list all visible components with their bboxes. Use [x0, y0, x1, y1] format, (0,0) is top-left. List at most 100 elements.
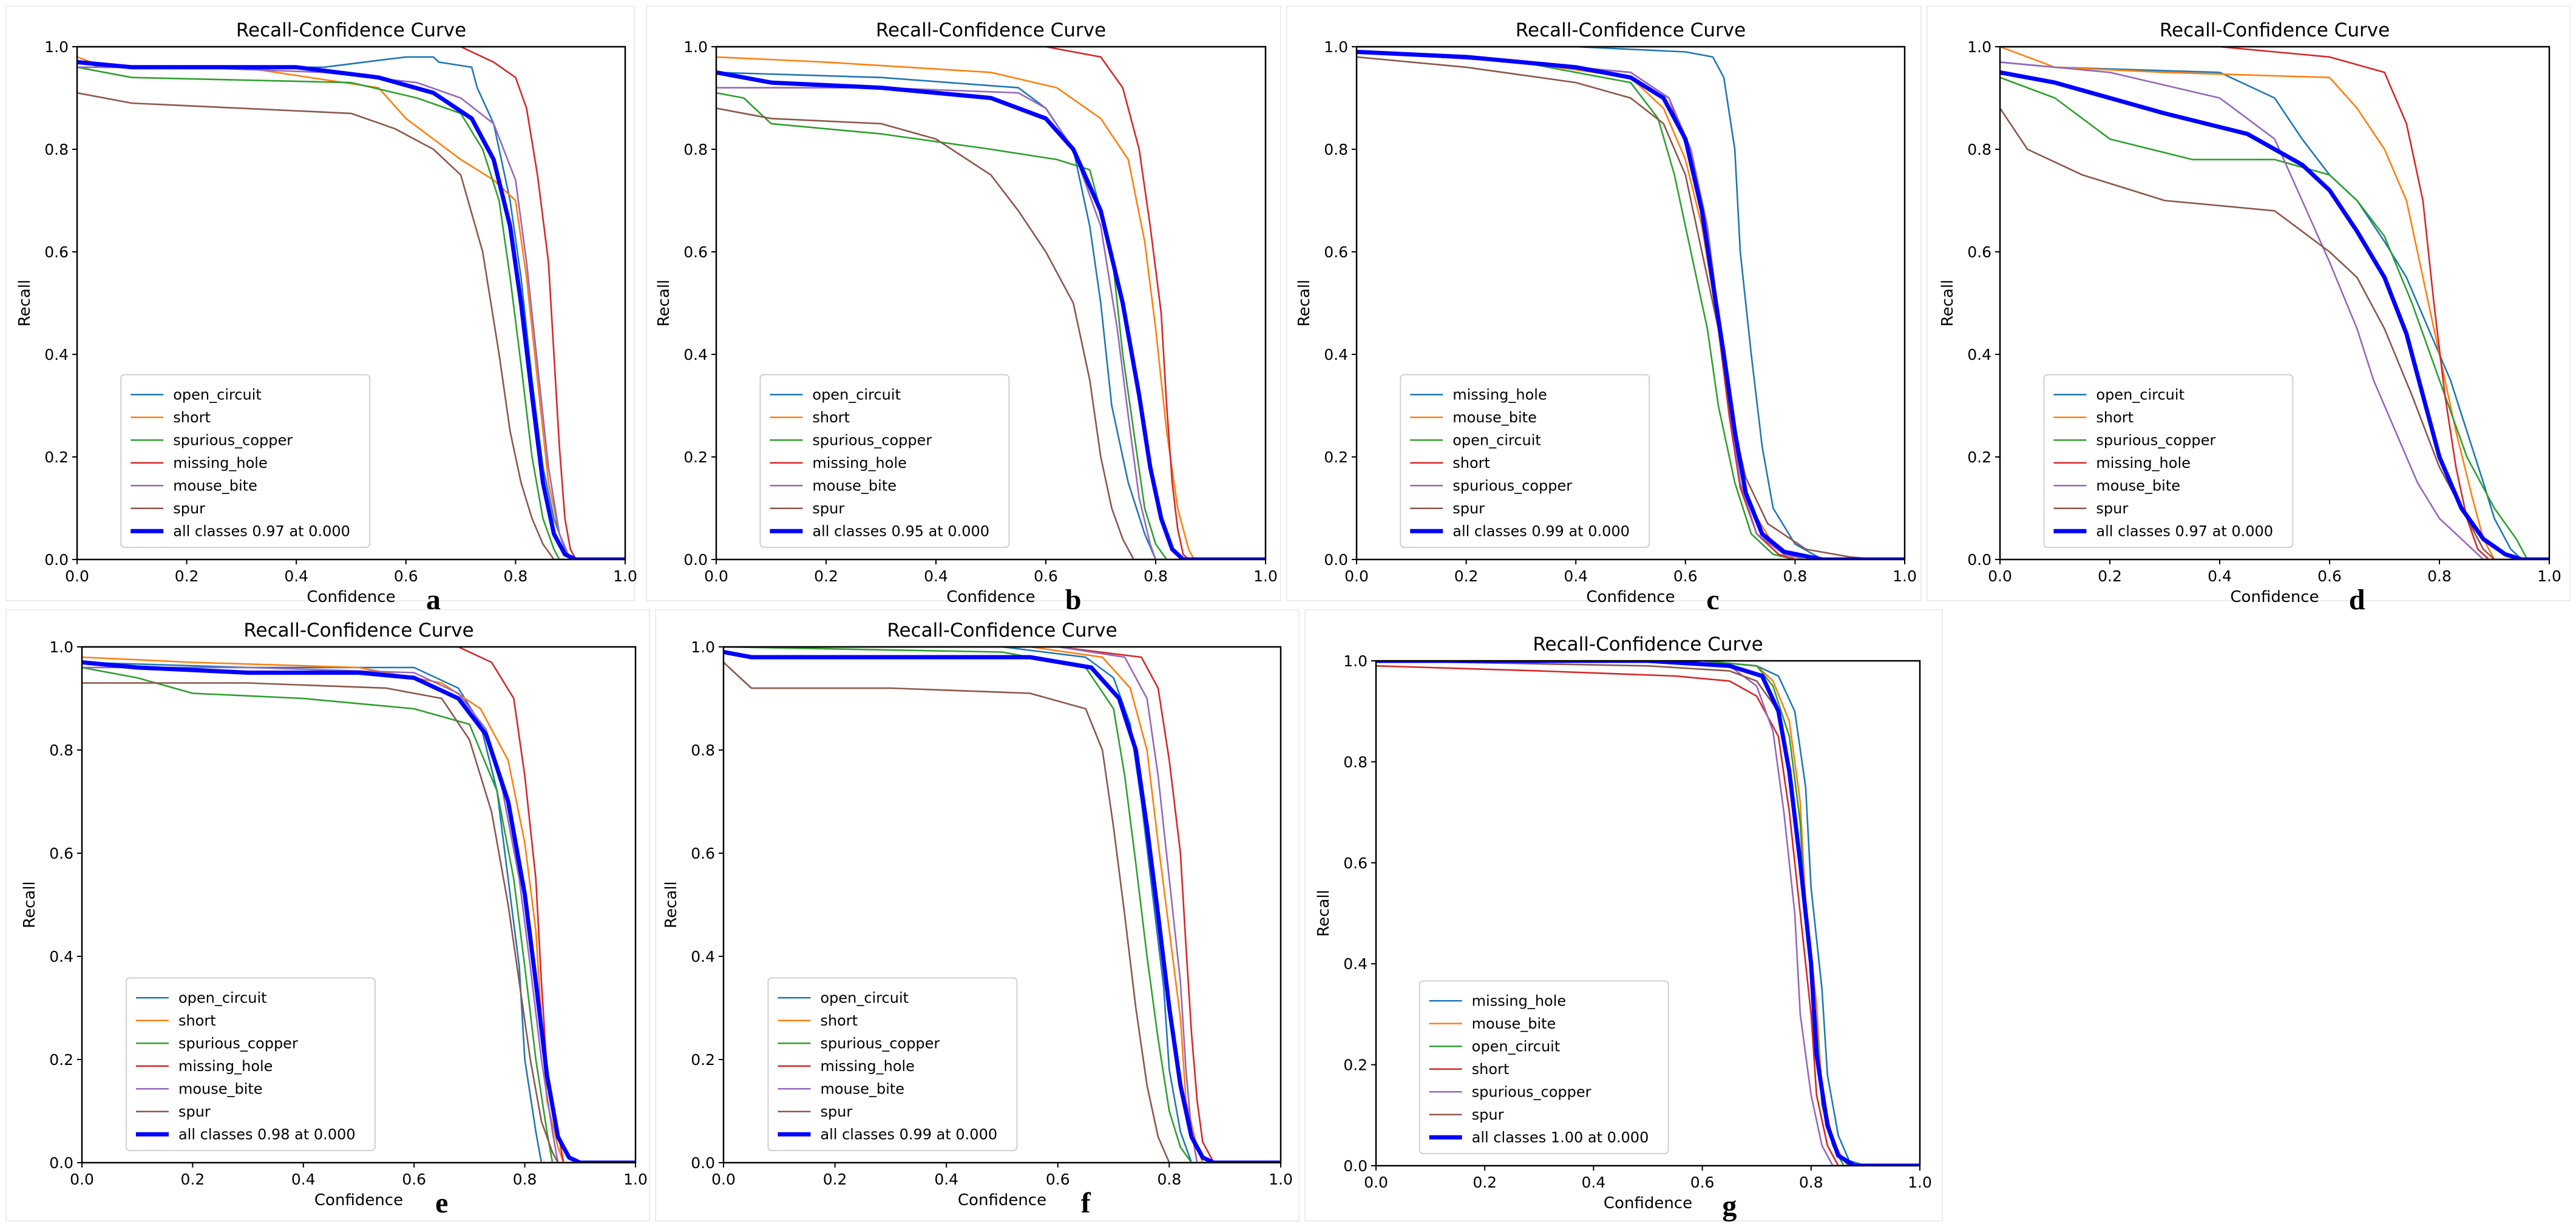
- x-tick-label: 1.0: [1253, 567, 1278, 585]
- legend-entry: missing_hole: [178, 1058, 273, 1075]
- y-axis-label: Recall: [655, 280, 673, 327]
- x-tick-label: 0.2: [814, 567, 838, 585]
- y-tick-label: 0.4: [49, 948, 73, 965]
- panel-letter: a: [426, 584, 441, 616]
- x-tick-label: 0.8: [1783, 567, 1808, 585]
- legend-entry: short: [812, 409, 850, 426]
- x-axis-label: Confidence: [958, 1191, 1046, 1209]
- series-line-all-classes-0-97-at-0-000: [2000, 70, 2549, 559]
- series-line-missing-hole: [2000, 47, 2549, 559]
- x-tick-label: 0.2: [2098, 567, 2122, 585]
- legend-entry: spur: [812, 500, 844, 517]
- x-tick-label: 0.4: [924, 567, 948, 585]
- series-line-spurious-copper: [82, 666, 636, 1163]
- y-tick-label: 0.6: [691, 845, 715, 862]
- series-line-missing-hole: [724, 647, 1281, 1163]
- legend-entry: open_circuit: [812, 386, 901, 403]
- series-line-mouse-bite: [82, 666, 636, 1163]
- series-line-spur: [716, 107, 1266, 559]
- series-lines: [77, 47, 625, 559]
- y-axis-label: Recall: [1315, 890, 1333, 937]
- y-tick-label: 0.4: [1967, 346, 1991, 363]
- x-tick-label: 0.2: [1454, 567, 1479, 585]
- panel-letter: e: [435, 1187, 448, 1219]
- panel-border: [655, 609, 1300, 1222]
- y-tick-label: 0.8: [1324, 141, 1348, 158]
- x-tick-label: 0.2: [175, 567, 199, 585]
- y-tick-label: 0.8: [683, 141, 708, 158]
- x-tick-label: 0.0: [1344, 567, 1369, 585]
- x-tick-label: 0.0: [70, 1171, 94, 1188]
- legend-box: [767, 977, 1018, 1151]
- legend-entry: spur: [1452, 500, 1485, 517]
- legend-entry: mouse_bite: [812, 477, 897, 494]
- y-axis-label: Recall: [1939, 280, 1957, 327]
- x-tick-label: 0.2: [181, 1171, 205, 1188]
- series-line-mouse-bite: [716, 87, 1266, 559]
- y-tick-label: 0.0: [1343, 1157, 1368, 1175]
- x-tick-label: 0.6: [1690, 1174, 1715, 1191]
- y-tick-label: 0.8: [691, 742, 715, 759]
- chart-title: Recall-Confidence Curve: [236, 19, 466, 41]
- legend-entry: missing_hole: [1452, 386, 1547, 403]
- legend-entry: open_circuit: [820, 989, 909, 1006]
- x-tick-label: 0.6: [1034, 567, 1058, 585]
- x-tick-label: 0.6: [1046, 1171, 1070, 1188]
- legend-entry: open_circuit: [173, 386, 262, 403]
- chart-panel-f: Recall-Confidence Curve 0.0 0.2 0.4 0.6 0.8 1.…: [655, 609, 1300, 1222]
- y-tick-label: 0.0: [1324, 551, 1348, 569]
- y-tick-label: 0.6: [49, 845, 73, 862]
- x-tick-label: 0.2: [823, 1171, 847, 1188]
- x-tick-label: 1.0: [613, 567, 637, 585]
- panel-letter: f: [1081, 1187, 1091, 1219]
- y-tick-label: 0.6: [1967, 243, 1991, 261]
- chart-panel-a: Recall-Confidence Curve 0.0 0.2 0.4 0.6 0.8 1.…: [5, 5, 637, 616]
- legend-entry: missing_hole: [812, 455, 907, 472]
- x-tick-label: 0.0: [1988, 567, 2012, 585]
- legend-box: [120, 374, 371, 548]
- chart-title: Recall-Confidence Curve: [243, 620, 473, 641]
- series-line-all-classes-0-99-at-0-000: [1357, 50, 1905, 559]
- x-tick-label: 1.0: [1893, 567, 1917, 585]
- legend-entry: all classes 0.97 at 0.000: [173, 522, 350, 539]
- legend-entry: missing_hole: [2096, 455, 2191, 472]
- x-axis-label: Confidence: [2230, 588, 2319, 606]
- series-line-short: [2000, 47, 2549, 559]
- panel-letter: b: [1065, 584, 1082, 616]
- chart-title: Recall-Confidence Curve: [876, 19, 1106, 41]
- x-tick-label: 0.6: [402, 1171, 426, 1188]
- y-tick-label: 1.0: [1967, 38, 1991, 56]
- y-axis-label: Recall: [662, 881, 680, 928]
- y-tick-label: 0.8: [1967, 141, 1991, 158]
- series-line-spurious-copper: [2000, 76, 2549, 559]
- x-tick-label: 0.4: [1564, 567, 1588, 585]
- x-tick-label: 0.8: [504, 567, 528, 585]
- legend-box: [1418, 980, 1669, 1154]
- y-tick-label: 0.2: [49, 1051, 73, 1069]
- legend-entry: short: [173, 409, 211, 426]
- y-tick-label: 0.6: [683, 243, 708, 261]
- y-tick-label: 1.0: [1324, 38, 1348, 56]
- legend-entry: missing_hole: [173, 455, 268, 472]
- plot-area: [1355, 46, 1906, 561]
- legend-entry: spurious_copper: [812, 431, 932, 448]
- series-line-all-classes-0-95-at-0-000: [716, 70, 1266, 559]
- legend-entry: missing_hole: [1472, 992, 1567, 1009]
- y-axis-label: Recall: [16, 280, 34, 327]
- series-lines: [2000, 47, 2549, 559]
- legend-box: [1400, 374, 1650, 548]
- y-tick-label: 0.2: [691, 1051, 715, 1069]
- legend-entry: short: [820, 1012, 858, 1029]
- x-tick-label: 0.8: [1799, 1174, 1823, 1191]
- y-tick-label: 1.0: [49, 638, 73, 656]
- plot-area: [1999, 46, 2551, 561]
- series-line-open-circuit: [1357, 51, 1905, 559]
- y-axis-label: Recall: [21, 881, 39, 928]
- series-line-open-circuit: [716, 72, 1266, 559]
- series-lines: [724, 647, 1281, 1163]
- chart-title: Recall-Confidence Curve: [887, 620, 1117, 641]
